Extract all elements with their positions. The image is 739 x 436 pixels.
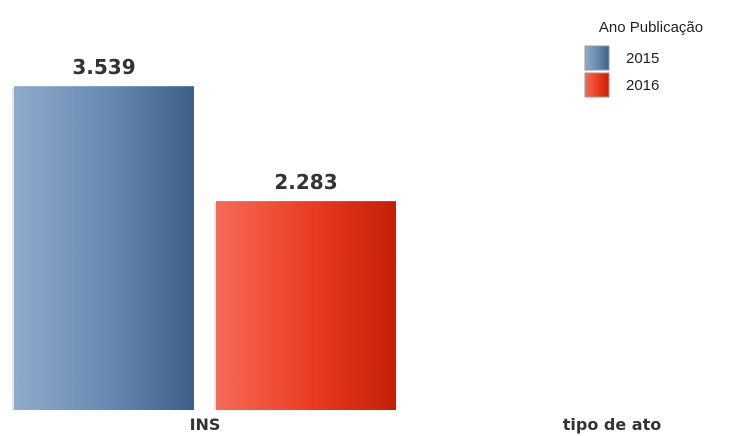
bar-shadow-2015 — [12, 88, 14, 410]
legend-label-2015[interactable]: 2015 — [626, 50, 659, 67]
bars-layer — [12, 86, 396, 410]
bar-ins-2016[interactable] — [216, 201, 396, 410]
data-label-2016: 2.283 — [274, 170, 337, 194]
bar-ins-2015[interactable] — [14, 86, 194, 410]
bar-shadow-2016 — [214, 203, 216, 410]
legend-swatch-2016[interactable] — [584, 72, 610, 98]
legend: Ano Publicação 2015 2016 — [584, 19, 703, 98]
x-axis-title: tipo de ato — [563, 415, 661, 434]
legend-title: Ano Publicação — [599, 19, 703, 36]
data-labels-layer: 3.539 2.283 — [72, 55, 337, 194]
x-axis: tipo de ato INS — [190, 415, 662, 434]
data-label-2015: 3.539 — [72, 55, 135, 79]
x-tick-label: INS — [190, 415, 221, 434]
legend-label-2016[interactable]: 2016 — [626, 77, 659, 94]
legend-swatch-2015[interactable] — [584, 45, 610, 71]
